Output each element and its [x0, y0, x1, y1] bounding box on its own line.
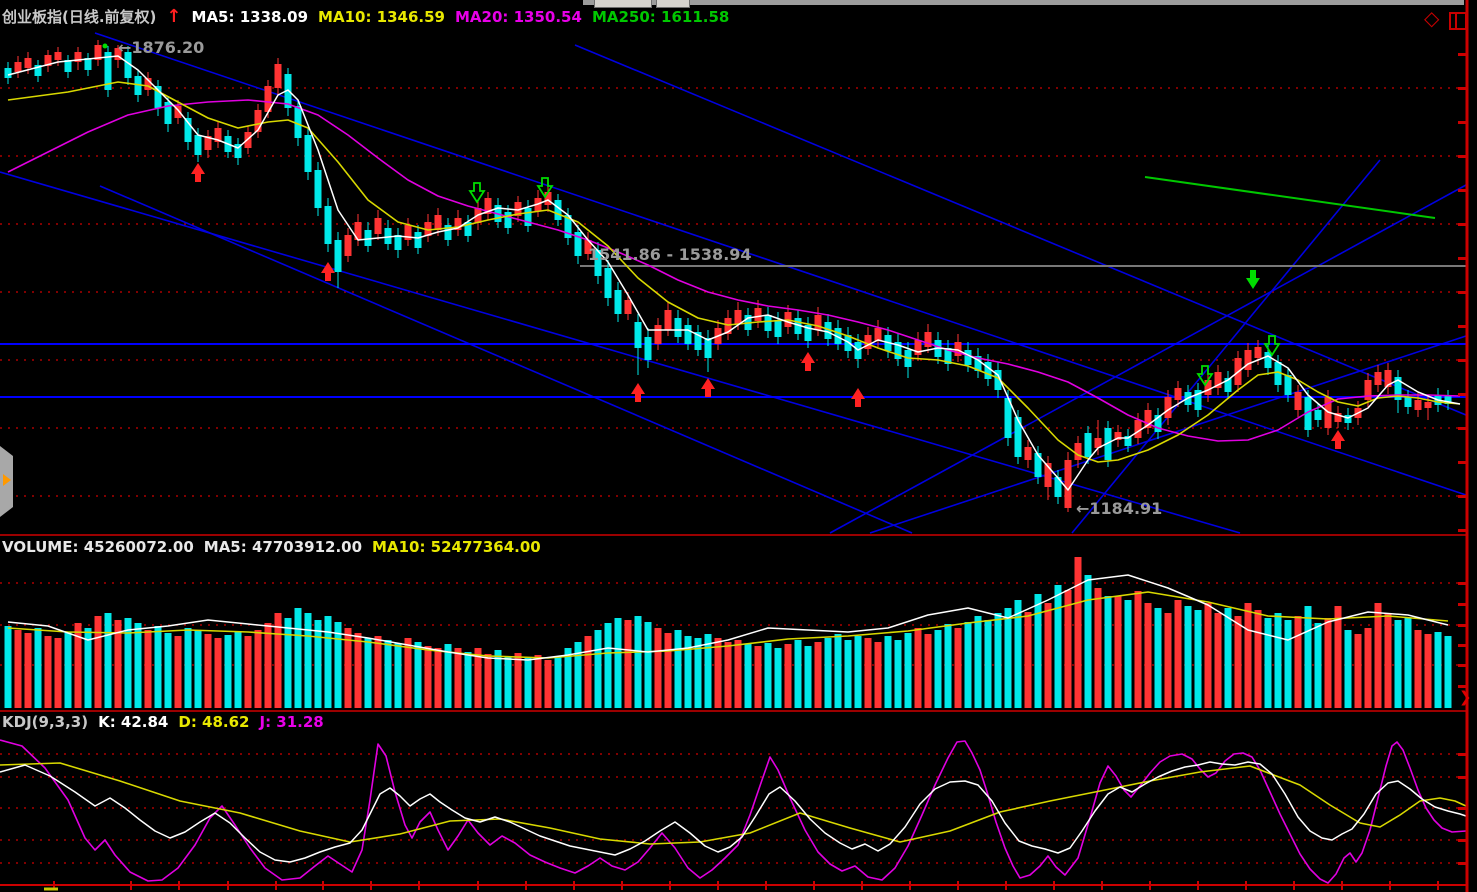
ma250-value: MA250: 1611.58	[591, 8, 730, 26]
kdj-k-value: K: 42.84	[98, 713, 169, 731]
trendlines-layer	[0, 32, 1467, 534]
flyout-arrow-icon	[3, 474, 11, 486]
ma10-value: MA10: 1346.59	[318, 8, 445, 26]
gridlines-layer	[0, 87, 1466, 864]
diamond-icon[interactable]: ◇	[1424, 6, 1440, 30]
titlebar-tab[interactable]	[656, 0, 690, 8]
gap-range-label: 1541.86 - 1538.94	[588, 245, 752, 264]
ma20-value: MA20: 1350.54	[454, 8, 582, 26]
low-price-label: ←1184.91	[1076, 499, 1163, 518]
high-price-label: ←1876.20	[118, 38, 205, 57]
main-chart-header: 创业板指(日线.前复权) ↑ MA5: 1338.09 MA10: 1346.59 MA…	[2, 6, 739, 27]
sidebar-flyout-handle[interactable]	[0, 446, 13, 517]
pane-resize-chevron-icon[interactable]: ❯	[1459, 688, 1472, 706]
trend-up-arrow-icon: ↑	[166, 6, 182, 27]
kdj-indicator-name: KDJ(9,3,3)	[2, 713, 89, 731]
volume-bars-layer	[4, 557, 1452, 708]
volume-ma-layer	[7, 574, 1449, 661]
ma-lines-layer	[7, 55, 1461, 491]
instrument-title: 创业板指(日线.前复权)	[2, 8, 157, 26]
split-window-icon[interactable]	[1449, 12, 1467, 30]
kdj-j-value: J: 31.28	[259, 713, 324, 731]
titlebar-tab[interactable]	[594, 0, 652, 8]
titlebar-strip	[583, 0, 1464, 5]
horizontal-lines-layer	[0, 265, 1466, 398]
kdj-lines-layer	[0, 739, 1467, 884]
kdj-d-value: D: 48.62	[178, 713, 250, 731]
volume-ma5-value: MA5: 47703912.00	[203, 538, 363, 556]
kdj-header: KDJ(9,3,3) K: 42.84 D: 48.62 J: 31.28	[2, 713, 334, 731]
volume-ma10-value: MA10: 52477364.00	[372, 538, 541, 556]
volume-value: VOLUME: 45260072.00	[2, 538, 194, 556]
volume-header: VOLUME: 45260072.00 MA5: 47703912.00 MA10:…	[2, 538, 551, 556]
ma5-value: MA5: 1338.09	[191, 8, 309, 26]
signal-markers-layer	[102, 43, 1345, 449]
ma250-layer	[1144, 176, 1436, 219]
